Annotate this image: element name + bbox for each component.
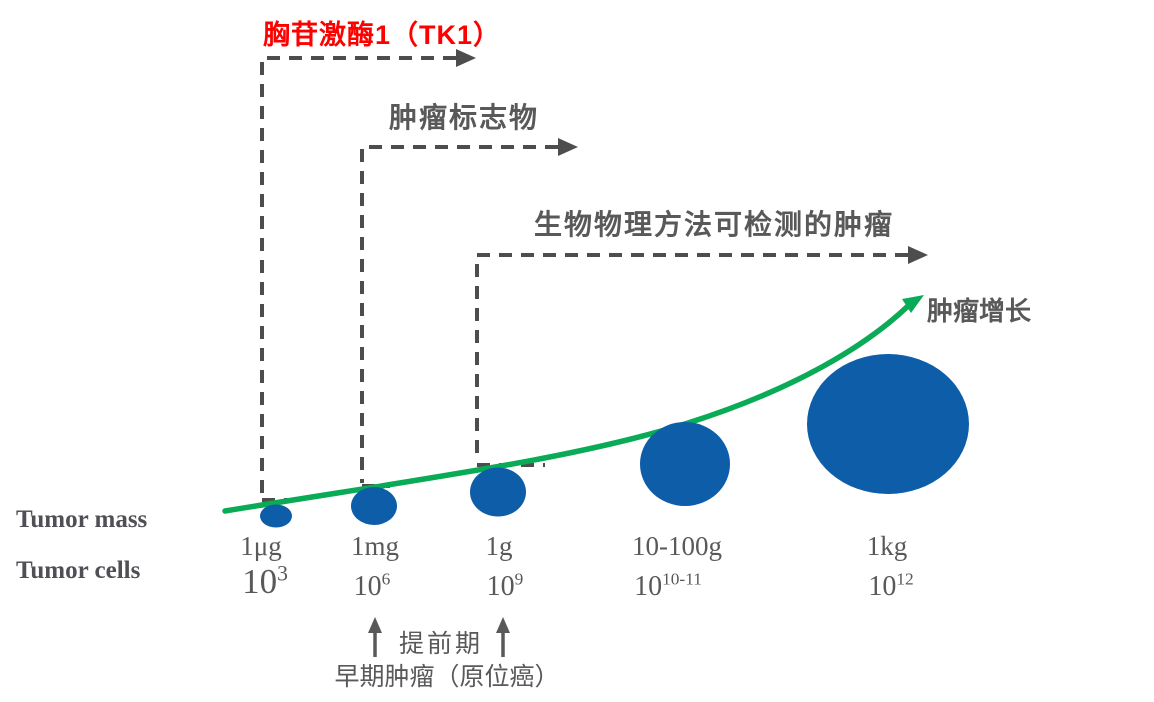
tumor-circle-2 xyxy=(351,487,397,525)
lead-time-up-arrow-right xyxy=(496,617,510,657)
stage-cells-label-3: 109 xyxy=(486,569,524,602)
stage-cells-label-2: 106 xyxy=(353,569,391,602)
stage-cells-label-1: 103 xyxy=(242,561,288,601)
tumor-circle-3 xyxy=(470,467,526,517)
tumor-cells-row-label: Tumor cells xyxy=(16,557,141,584)
tumor-markers-arrowhead-icon xyxy=(558,138,578,156)
stage-cells-label-5: 1012 xyxy=(868,569,914,602)
tumor-markers-dashed-arrow xyxy=(360,138,578,488)
stage-mass-label-5: 1kg xyxy=(866,531,908,561)
lead-time-label: 提前期 xyxy=(398,630,484,658)
early-tumor-label: 早期肿瘤（原位癌） xyxy=(334,663,560,691)
tumor-markers-label: 肿瘤标志物 xyxy=(389,102,540,133)
tumor-mass-row-label: Tumor mass xyxy=(16,506,148,533)
biophysical-arrowhead-icon xyxy=(908,246,928,264)
growth-arrowhead-icon xyxy=(902,295,924,313)
stage-mass-label-4: 10-100g xyxy=(632,531,722,561)
stage-mass-label-1: 1μg xyxy=(240,531,282,561)
tumor-circle-1 xyxy=(260,504,292,528)
lead-time-up-arrow-left xyxy=(368,617,382,657)
stage-mass-label-2: 1mg xyxy=(350,531,400,561)
tk1-arrowhead-icon xyxy=(456,49,476,67)
tumor-growth-label: 肿瘤增长 xyxy=(927,296,1032,326)
tk1-title: 胸苷激酶1（TK1） xyxy=(263,20,502,50)
tumor-circle-5 xyxy=(807,354,969,494)
stage-mass-label-3: 1g xyxy=(485,531,513,561)
biophysical-detection-label: 生物物理方法可检测的肿瘤 xyxy=(534,209,895,240)
stage-cells-label-4: 1010-11 xyxy=(634,569,702,602)
tumor-circle-4 xyxy=(640,422,730,506)
